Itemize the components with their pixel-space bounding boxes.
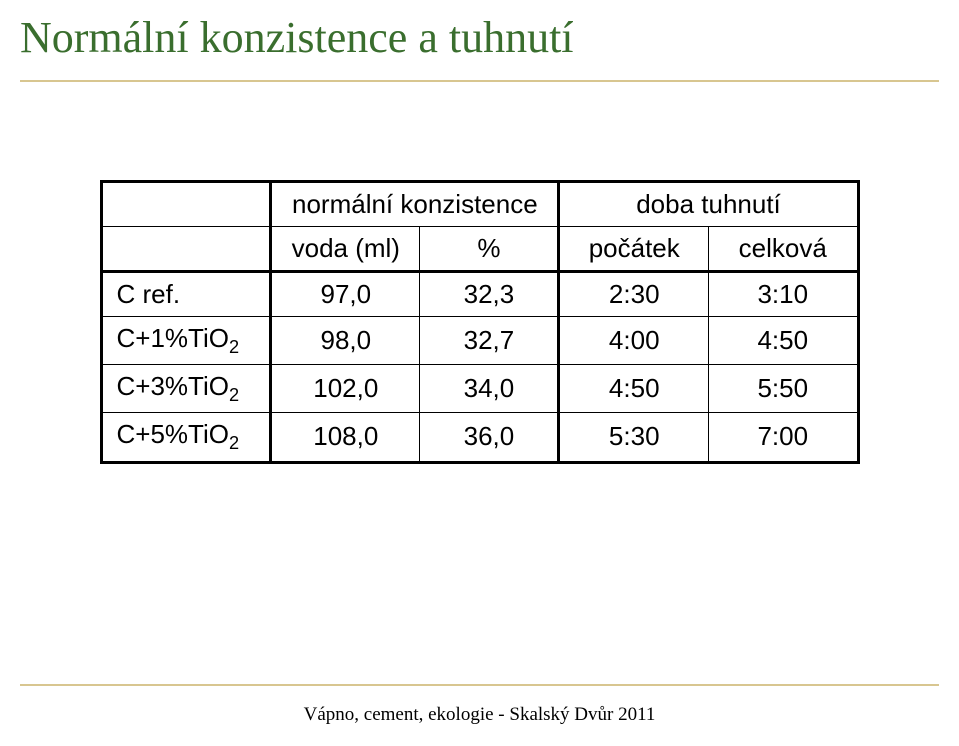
row-total: 3:10: [708, 272, 858, 317]
table-row: C+1%TiO2 98,0 32,7 4:00 4:50: [101, 317, 858, 365]
bottom-rule: [20, 684, 939, 686]
row-start: 5:30: [559, 413, 709, 462]
row-label: C+3%TiO2: [101, 365, 271, 413]
table-header-row-2: voda (ml) % počátek celková: [101, 227, 858, 272]
subheader-voda: voda (ml): [271, 227, 420, 272]
data-table-container: normální konzistence doba tuhnutí voda (…: [100, 180, 860, 464]
footer-text: Vápno, cement, ekologie - Skalský Dvůr 2…: [0, 704, 959, 726]
row-start: 2:30: [559, 272, 709, 317]
row-label: C+5%TiO2: [101, 413, 271, 462]
row-label: C ref.: [101, 272, 271, 317]
row-pct: 36,0: [420, 413, 559, 462]
row-voda: 97,0: [271, 272, 420, 317]
row-label: C+1%TiO2: [101, 317, 271, 365]
subheader-start: počátek: [559, 227, 709, 272]
table-corner-cell: [101, 182, 271, 227]
row-total: 5:50: [708, 365, 858, 413]
table-row: C ref. 97,0 32,3 2:30 3:10: [101, 272, 858, 317]
table-row: C+3%TiO2 102,0 34,0 4:50 5:50: [101, 365, 858, 413]
header-group-right: doba tuhnutí: [559, 182, 858, 227]
row-total: 4:50: [708, 317, 858, 365]
row-start: 4:50: [559, 365, 709, 413]
table-header-row-1: normální konzistence doba tuhnutí: [101, 182, 858, 227]
row-voda: 108,0: [271, 413, 420, 462]
title-underline: [20, 80, 939, 82]
row-start: 4:00: [559, 317, 709, 365]
header-group-left: normální konzistence: [271, 182, 559, 227]
subheader-blank: [101, 227, 271, 272]
subheader-total: celková: [708, 227, 858, 272]
table-row: C+5%TiO2 108,0 36,0 5:30 7:00: [101, 413, 858, 462]
data-table: normální konzistence doba tuhnutí voda (…: [100, 180, 860, 464]
row-voda: 98,0: [271, 317, 420, 365]
row-pct: 32,3: [420, 272, 559, 317]
subheader-pct: %: [420, 227, 559, 272]
row-voda: 102,0: [271, 365, 420, 413]
row-pct: 32,7: [420, 317, 559, 365]
row-pct: 34,0: [420, 365, 559, 413]
slide-title: Normální konzistence a tuhnutí: [20, 12, 574, 63]
row-total: 7:00: [708, 413, 858, 462]
